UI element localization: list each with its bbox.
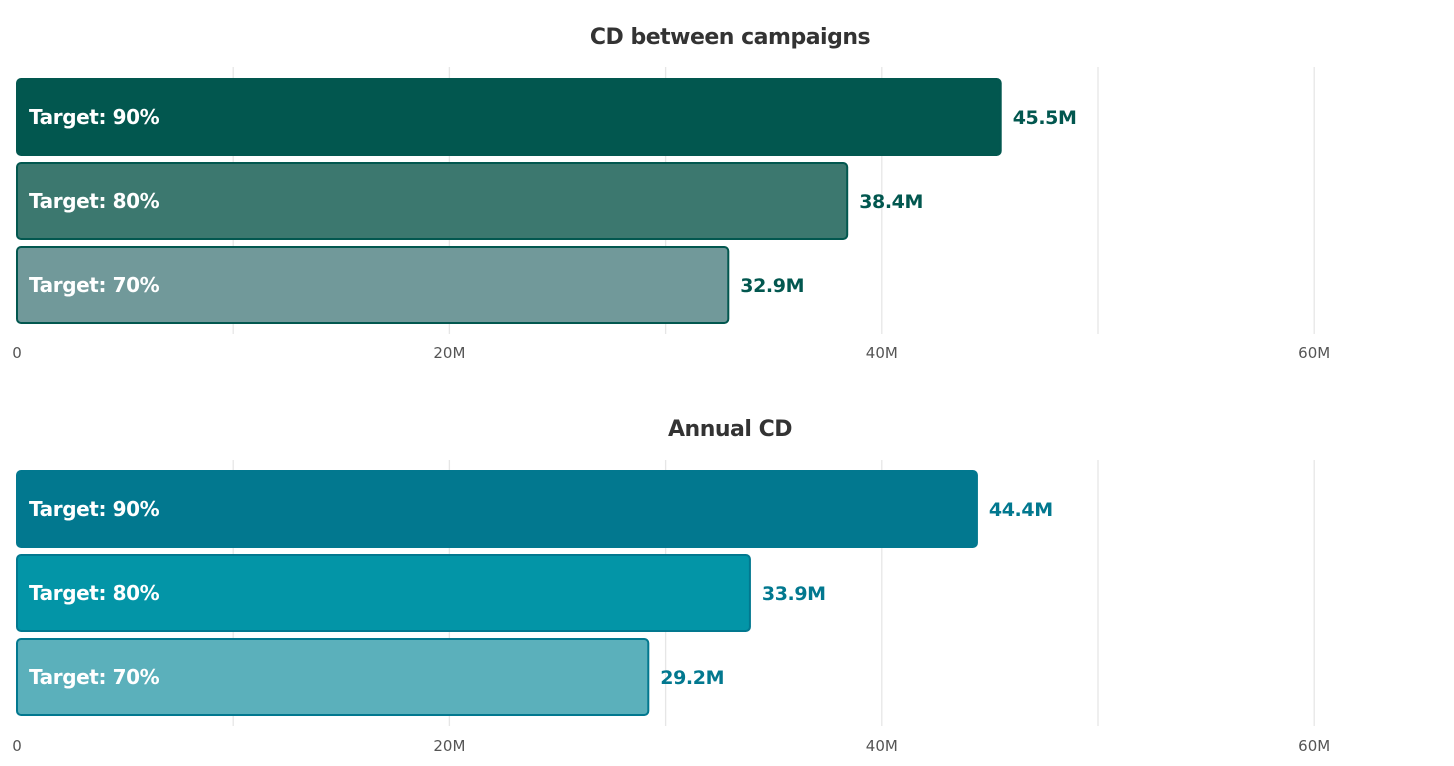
bar xyxy=(16,638,650,716)
bar-category-label: Target: 80% xyxy=(29,189,160,213)
chart-title: CD between campaigns xyxy=(589,25,871,50)
bar-value-label: 45.5M xyxy=(1013,107,1077,129)
bar xyxy=(16,246,730,324)
x-tick-label: 0 xyxy=(12,737,22,755)
bar xyxy=(16,554,751,632)
x-tick-label: 20M xyxy=(433,737,465,755)
bar-category-label: Target: 70% xyxy=(29,273,160,297)
bar-category-label: Target: 90% xyxy=(29,105,160,129)
bar-value-label: 33.9M xyxy=(762,583,826,605)
x-tick-label: 40M xyxy=(866,344,898,362)
bar-value-label: 29.2M xyxy=(660,667,724,689)
x-tick-label: 20M xyxy=(433,344,465,362)
bar-chart-cd-between-campaigns: Target: 90% 45.5M Target: 80% 38.4M Target: … xyxy=(12,67,1330,362)
bar-value-label: 38.4M xyxy=(859,191,923,213)
bar-category-label: Target: 70% xyxy=(29,665,160,689)
x-tick-label: 0 xyxy=(12,344,22,362)
x-tick-label: 40M xyxy=(866,737,898,755)
bar-value-label: 32.9M xyxy=(740,275,804,297)
bar-value-label: 44.4M xyxy=(989,499,1053,521)
chart-title: Annual CD xyxy=(668,417,792,442)
x-tick-label: 60M xyxy=(1298,737,1330,755)
x-tick-label: 60M xyxy=(1298,344,1330,362)
bar xyxy=(16,162,849,240)
bar xyxy=(16,470,978,548)
bar xyxy=(16,78,1002,156)
bar-category-label: Target: 80% xyxy=(29,581,160,605)
bar-category-label: Target: 90% xyxy=(29,497,160,521)
